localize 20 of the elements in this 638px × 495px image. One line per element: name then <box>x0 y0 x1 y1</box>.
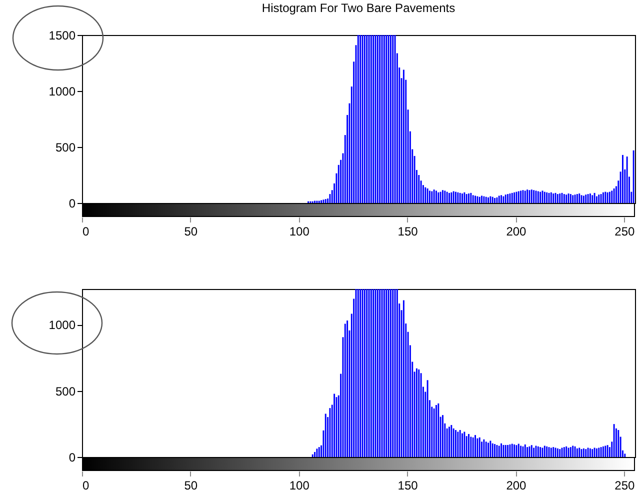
x-tick-label: 50 <box>184 478 198 492</box>
x-tick-label: 250 <box>614 224 635 238</box>
x-tick-label: 0 <box>82 224 90 238</box>
y-tick-label: 500 <box>55 140 76 154</box>
y-tick-label: 1000 <box>48 318 76 332</box>
x-tick-label: 250 <box>614 478 635 492</box>
y-tick-label: 1500 <box>48 28 76 42</box>
y-tick-label: 500 <box>55 384 76 398</box>
x-tick-label: 150 <box>398 478 418 492</box>
x-tick-label: 150 <box>398 224 418 238</box>
x-tick-label: 50 <box>184 224 198 238</box>
x-tick-label: 200 <box>506 478 527 492</box>
x-tick-label: 0 <box>82 478 90 492</box>
x-tick-label: 100 <box>289 224 310 238</box>
x-tick-label: 100 <box>289 478 310 492</box>
y-tick-label: 0 <box>68 450 76 464</box>
x-tick-label: 200 <box>506 224 527 238</box>
y-tick-label: 0 <box>68 196 76 210</box>
y-tick-label: 1000 <box>48 84 76 98</box>
chart-title: Histogram For Two Bare Pavements <box>262 1 456 15</box>
